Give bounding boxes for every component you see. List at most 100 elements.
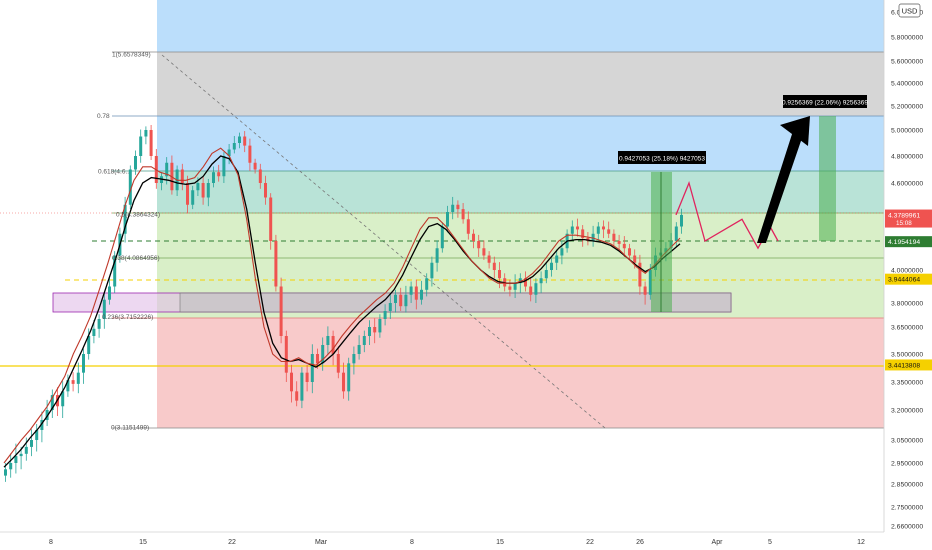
candle-body — [420, 289, 423, 300]
candle-body — [628, 248, 631, 256]
candle-body — [331, 336, 335, 354]
candle-body — [76, 372, 80, 384]
fib-label: 0.5(4.3864324) — [116, 211, 160, 218]
candle-body — [45, 410, 49, 420]
candle-body — [461, 209, 465, 220]
blue-zone-top — [157, 0, 884, 52]
y-tick-label: 3.2000000 — [891, 408, 923, 415]
candle-body — [71, 380, 75, 384]
price-tag-box — [885, 209, 932, 228]
candle-body — [305, 372, 309, 382]
price-tag-box — [885, 359, 932, 371]
candle-body — [487, 255, 491, 263]
y-tick-label: 2.9500000 — [891, 461, 923, 468]
candle-body — [633, 255, 637, 263]
candle-body — [508, 286, 512, 290]
candle-body — [30, 440, 33, 447]
candle-body — [227, 149, 231, 156]
price-axis-bg — [884, 0, 932, 532]
candle-body — [576, 226, 579, 230]
fib-label: 0.618(4.6.. — [98, 168, 129, 175]
candle-body — [206, 183, 210, 198]
candle-body — [524, 278, 527, 287]
candle-body — [165, 162, 169, 177]
candle-body — [342, 372, 345, 392]
candle-body — [212, 172, 215, 183]
gray-support-box[interactable] — [179, 292, 732, 313]
price-tag-label: 4.1954194 — [888, 239, 920, 246]
candle-body — [498, 270, 501, 279]
candle-body — [357, 345, 361, 354]
candle-body — [446, 212, 449, 227]
x-tick-label: 22 — [586, 539, 594, 546]
candle-body — [425, 278, 429, 290]
candle-body — [612, 233, 616, 241]
candle-body — [248, 145, 252, 163]
candle-body — [139, 136, 143, 156]
x-tick-label: 15 — [496, 539, 504, 546]
candle-body — [128, 169, 132, 205]
candle-body — [617, 241, 621, 244]
x-tick-label: Apr — [712, 539, 724, 546]
x-tick-label: 8 — [49, 539, 53, 546]
candle-body — [513, 283, 517, 290]
candle-body — [430, 262, 434, 279]
y-tick-label: 3.0500000 — [891, 438, 923, 445]
candle-body — [134, 156, 137, 170]
candle-body — [555, 255, 559, 263]
time-axis-bg — [0, 532, 932, 550]
blue-zone-mid — [157, 116, 884, 171]
candle-body — [4, 469, 7, 476]
candle-body — [352, 354, 356, 364]
candle-body — [482, 248, 486, 256]
candle-body — [217, 172, 221, 177]
measure-label-1: 0.9427053 (25.18%) 9427053 — [619, 156, 705, 163]
candle-body — [326, 336, 330, 345]
fib-labels-layer: 1(5.6578349) 0.78 0.618(4.6.. 0.5(4.3864324… — [97, 52, 160, 432]
candle-body — [409, 286, 413, 295]
ema-slow-line — [3, 155, 681, 468]
y-tick-label: 3.8000000 — [891, 301, 923, 308]
fib-label: 0.38(4.0864956) — [112, 255, 160, 262]
y-tick-label: 5.4000000 — [891, 81, 923, 88]
candle-body — [232, 143, 236, 150]
candle-body — [466, 219, 470, 234]
candle-body — [9, 463, 13, 470]
measure-label-1-bg — [618, 151, 706, 164]
y-tick-label: 4.8000000 — [891, 154, 923, 161]
black-arrow-head — [780, 116, 810, 146]
candle-body — [638, 262, 642, 287]
candle-body — [394, 294, 397, 303]
candle-body — [222, 156, 226, 177]
price-tag-label: 3.9444064 — [888, 277, 920, 284]
currency-button[interactable]: USD — [898, 3, 921, 18]
candle-body — [279, 286, 283, 336]
candle-body — [300, 372, 304, 401]
candle-body — [544, 270, 548, 279]
y-tick-label: 4.6000000 — [891, 181, 923, 188]
candle-body — [321, 345, 325, 364]
candle-body — [295, 391, 299, 401]
x-tick-label: 15 — [139, 539, 147, 546]
candle-body — [186, 183, 189, 205]
candle-body — [451, 204, 455, 212]
candle-body — [550, 262, 553, 270]
x-tick-label: Mar — [315, 539, 328, 546]
big-black-arrow[interactable] — [757, 116, 810, 243]
candle-body — [596, 226, 600, 234]
candle-body — [201, 183, 205, 198]
x-tick-label: 8 — [410, 539, 414, 546]
price-tag-label: 3.4413808 — [888, 362, 920, 369]
fib-label: 1(5.6578349) — [112, 52, 151, 59]
candle-body — [123, 204, 127, 234]
candle-body — [269, 197, 273, 241]
y-tick-label: 3.5000000 — [891, 352, 923, 359]
candle-body — [622, 243, 626, 249]
y-tick-label: 4.0000000 — [891, 268, 923, 275]
measure-box-2[interactable]: 0.9256369 (22.06%) 9256369 — [782, 95, 868, 241]
candle-body — [14, 456, 18, 463]
candle-body — [440, 226, 444, 249]
measure-box-1[interactable]: 0.9427053 (25.18%) 9427053 — [618, 151, 706, 312]
candle-body — [144, 130, 148, 137]
